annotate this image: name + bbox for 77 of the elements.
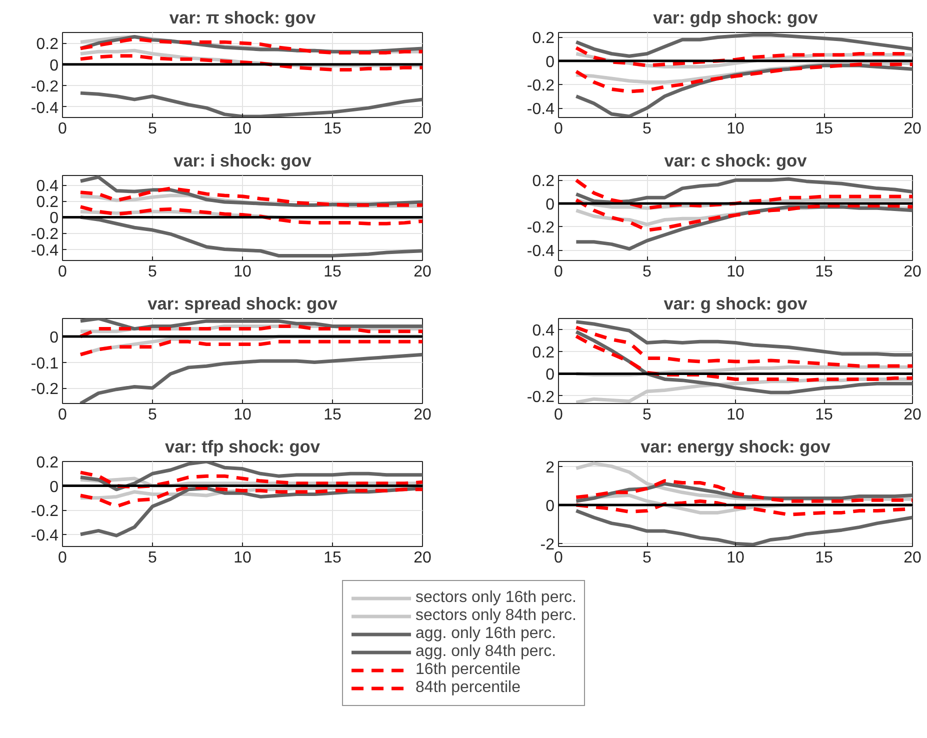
x-tick-label: 5: [148, 120, 158, 138]
x-tick-label: 10: [234, 406, 252, 424]
x-tick-label: 15: [815, 550, 833, 566]
y-tick-label: -0.4: [526, 243, 555, 260]
x-tick-label: 10: [726, 550, 744, 566]
x-tick-label: 5: [642, 264, 652, 280]
x-tick-label: 5: [642, 406, 652, 424]
y-tick-label: 0: [546, 196, 555, 214]
chart-title: var: g shock: gov: [664, 294, 808, 314]
chart-title: var: energy shock: gov: [640, 436, 831, 456]
y-tick-label: 0: [546, 366, 555, 384]
chart-title: var: spread shock: gov: [148, 294, 338, 314]
x-tick-label: 10: [726, 406, 744, 424]
y-tick-label: -2: [540, 536, 555, 554]
y-tick-label: -0.2: [30, 78, 59, 96]
x-tick-label: 20: [904, 550, 922, 566]
x-tick-label: 5: [642, 120, 652, 138]
x-tick-label: 20: [904, 120, 922, 138]
y-tick-label: 0: [50, 330, 59, 347]
legend-label: 84th percentile: [416, 679, 520, 697]
x-tick-label: 15: [324, 264, 342, 280]
y-tick-label: -0.4: [526, 101, 555, 118]
legend-label: sectors only 84th perc.: [416, 607, 576, 625]
legend-label: agg. only 16th perc.: [416, 625, 556, 643]
x-tick-label: 20: [414, 264, 432, 280]
y-tick-label: 0.2: [532, 30, 555, 48]
x-tick-label: 15: [324, 120, 342, 138]
y-tick-label: -0.4: [30, 100, 59, 117]
y-tick-label: 0.2: [36, 194, 59, 212]
y-tick-label: 0: [50, 478, 59, 496]
chart-title: var: π shock: gov: [169, 8, 316, 28]
y-tick-label: 0.4: [36, 178, 59, 196]
legend-label: 16th percentile: [416, 661, 520, 679]
chart-title: var: gdp shock: gov: [653, 8, 818, 28]
x-tick-label: 20: [414, 406, 432, 424]
y-tick-label: -0.2: [526, 77, 555, 94]
y-tick-label: 2: [546, 459, 555, 476]
x-tick-label: 10: [234, 120, 252, 138]
x-tick-label: 15: [324, 406, 342, 424]
x-tick-label: 15: [815, 264, 833, 280]
y-tick-label: 0.2: [36, 454, 59, 472]
chart-title: var: i shock: gov: [174, 150, 312, 170]
legend-label: agg. only 84th perc.: [416, 643, 556, 661]
x-tick-label: 10: [234, 550, 252, 566]
x-tick-label: 20: [414, 550, 432, 566]
x-tick-label: 10: [234, 264, 252, 280]
x-tick-label: 5: [148, 550, 158, 566]
x-tick-label: 10: [726, 264, 744, 280]
y-tick-label: -0.2: [30, 226, 59, 244]
y-tick-label: -0.2: [30, 503, 59, 520]
x-tick-label: 5: [642, 550, 652, 566]
y-tick-label: 0: [50, 210, 59, 228]
y-tick-label: 0: [546, 54, 555, 71]
chart-title: var: tfp shock: gov: [164, 436, 320, 456]
y-tick-label: -0.1: [30, 355, 59, 372]
x-tick-label: 15: [815, 406, 833, 424]
y-tick-label: -0.4: [30, 242, 59, 260]
x-tick-label: 15: [324, 550, 342, 566]
x-tick-label: 10: [726, 120, 744, 138]
y-tick-label: 0.2: [36, 36, 59, 54]
y-tick-label: 0.2: [532, 344, 555, 362]
x-tick-label: 20: [414, 120, 432, 138]
y-tick-label: -0.2: [30, 381, 59, 398]
x-tick-label: 5: [148, 406, 158, 424]
y-tick-label: -0.2: [526, 388, 555, 406]
chart-title: var: c shock: gov: [664, 150, 808, 170]
y-tick-label: 0: [50, 57, 59, 74]
y-tick-label: -0.4: [30, 527, 59, 544]
x-tick-label: 20: [904, 264, 922, 280]
x-tick-label: 5: [148, 264, 158, 280]
y-tick-label: 0: [546, 498, 555, 515]
y-tick-label: 0.2: [532, 173, 555, 190]
x-tick-label: 20: [904, 406, 922, 424]
x-tick-label: 15: [815, 120, 833, 138]
y-tick-label: 0.4: [532, 322, 555, 340]
legend-label: sectors only 16th perc.: [416, 589, 576, 607]
y-tick-label: -0.2: [526, 220, 555, 237]
